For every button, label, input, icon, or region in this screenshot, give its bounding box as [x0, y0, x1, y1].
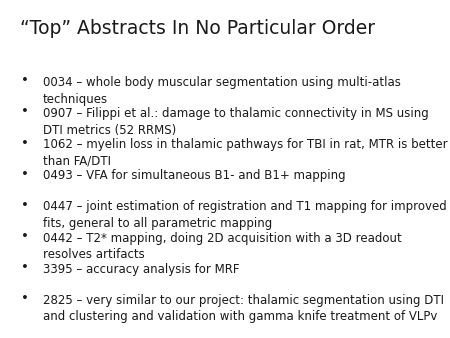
- Text: •: •: [21, 199, 29, 212]
- Text: •: •: [21, 261, 29, 274]
- Text: •: •: [21, 292, 29, 305]
- Text: 0493 – VFA for simultaneous B1- and B1+ mapping: 0493 – VFA for simultaneous B1- and B1+ …: [43, 169, 346, 182]
- Text: 0907 – Filippi et al.: damage to thalamic connectivity in MS using
DTI metrics (: 0907 – Filippi et al.: damage to thalami…: [43, 107, 428, 137]
- Text: 0034 – whole body muscular segmentation using multi-atlas
techniques: 0034 – whole body muscular segmentation …: [43, 76, 400, 105]
- Text: •: •: [21, 230, 29, 243]
- Text: 0447 – joint estimation of registration and T1 mapping for improved
fits, genera: 0447 – joint estimation of registration …: [43, 200, 446, 230]
- Text: •: •: [21, 105, 29, 118]
- Text: •: •: [21, 74, 29, 87]
- Text: •: •: [21, 168, 29, 180]
- Text: 2825 – very similar to our project: thalamic segmentation using DTI
and clusteri: 2825 – very similar to our project: thal…: [43, 294, 444, 323]
- Text: 1062 – myelin loss in thalamic pathways for TBI in rat, MTR is better
than FA/DT: 1062 – myelin loss in thalamic pathways …: [43, 138, 447, 168]
- Text: 3395 – accuracy analysis for MRF: 3395 – accuracy analysis for MRF: [43, 263, 239, 275]
- Text: 0442 – T2* mapping, doing 2D acquisition with a 3D readout
resolves artifacts: 0442 – T2* mapping, doing 2D acquisition…: [43, 232, 401, 261]
- Text: “Top” Abstracts In No Particular Order: “Top” Abstracts In No Particular Order: [20, 19, 375, 38]
- Text: •: •: [21, 137, 29, 149]
